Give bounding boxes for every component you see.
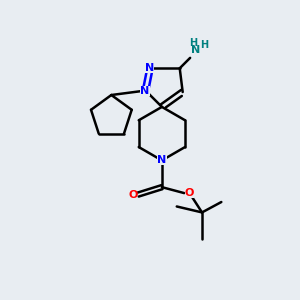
Text: H: H	[189, 38, 197, 48]
Text: N: N	[145, 63, 154, 73]
Text: O: O	[128, 190, 137, 200]
Text: N: N	[157, 155, 167, 165]
Text: N: N	[191, 45, 201, 56]
Text: O: O	[185, 188, 194, 198]
Text: H: H	[200, 40, 208, 50]
Text: N: N	[140, 86, 150, 96]
